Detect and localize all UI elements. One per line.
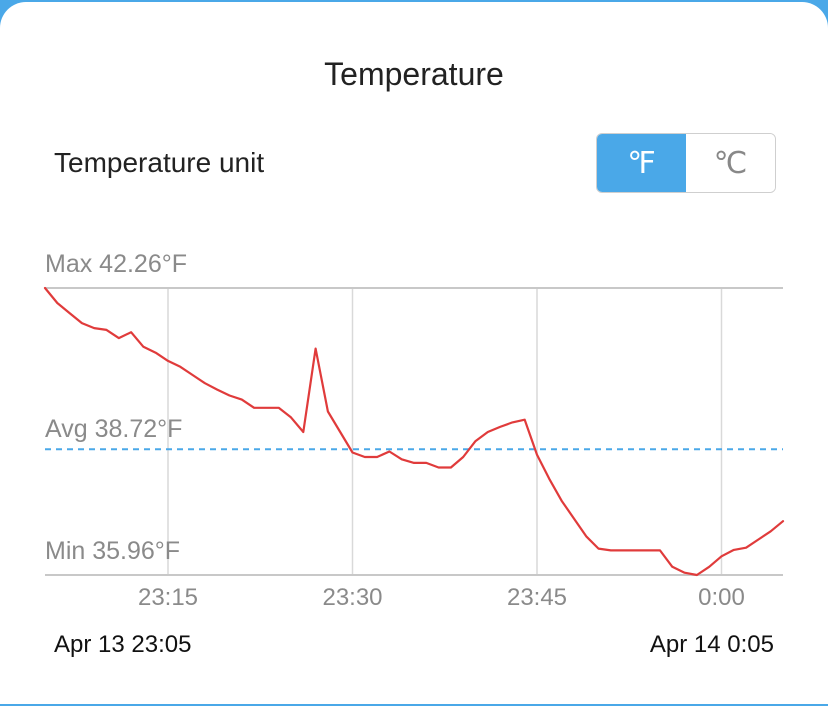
min-label: Min 35.96°F [45,537,180,565]
reference-lines [45,287,783,576]
x-tick-label: 23:45 [507,584,567,611]
avg-label: Avg 38.72°F [45,415,182,443]
x-axis-ticks: 23:15 23:30 23:45 0:00 [138,584,745,611]
page-title: Temperature [324,56,504,92]
max-label: Max 42.26°F [45,250,187,278]
celsius-option[interactable]: ℃ [686,134,775,192]
x-tick-label: 0:00 [698,584,745,611]
range-start-label: Apr 13 23:05 [54,631,192,658]
range-end-label: Apr 14 0:05 [649,631,774,658]
temperature-series-line [43,286,785,577]
fahrenheit-option[interactable]: ℉ [597,134,686,192]
x-tick-label: 23:30 [322,584,382,611]
temperature-unit-label: Temperature unit [54,147,265,178]
grid-lines [167,288,723,575]
x-tick-label: 23:15 [138,584,198,611]
series-layer [43,286,785,577]
temperature-unit-toggle[interactable]: ℉ ℃ [596,133,776,193]
